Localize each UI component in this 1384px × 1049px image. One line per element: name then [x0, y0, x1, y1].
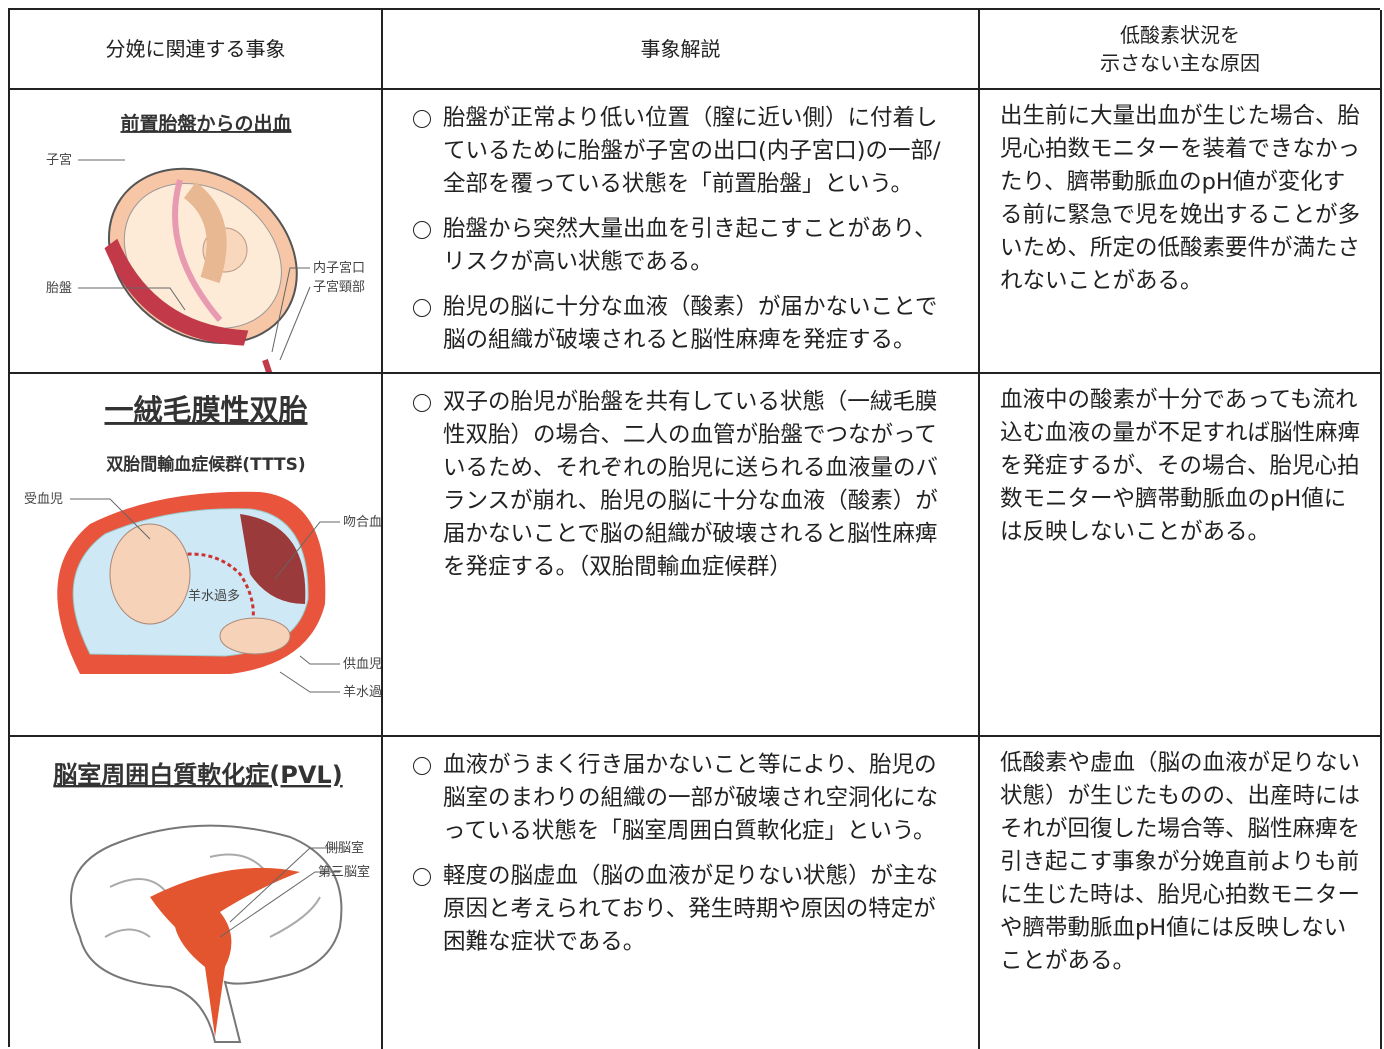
cause-cell: 出生前に大量出血が生じた場合、胎児心拍数モニターを装着できなかったり、臍帯動脈血… — [980, 90, 1382, 374]
bullet-marker — [413, 394, 431, 412]
cause-text: 出生前に大量出血が生じた場合、胎児心拍数モニターを装着できなかったり、臍帯動脈血… — [1000, 103, 1361, 294]
label: 内子宮口 — [313, 260, 365, 276]
bullet-text: 胎盤から突然大量出血を引き起こすことがあり、リスクが高い状態である。 — [443, 216, 937, 275]
table: 分娩に関連する事象 事象解説 低酸素状況を 示さない主な原因 前置胎盤からの出血 … — [8, 8, 1382, 1049]
bullet-text: 胎盤が正常より低い位置（膣に近い側）に付着しているために胎盤が子宮の出口(内子宮… — [443, 105, 941, 197]
label: 吻合血管 — [343, 515, 383, 530]
header-text: 低酸素状況を — [1120, 23, 1240, 47]
label: 子宮 — [46, 152, 72, 168]
illustration-subtitle: 双胎間輸血症候群(TTTS) — [106, 454, 305, 475]
explanation-cell: 血液がうまく行き届かないこと等により、胎児の脳室のまわりの組織の一部が破壊され空… — [383, 737, 980, 1049]
header-cell: 低酸素状況を 示さない主な原因 — [980, 10, 1382, 90]
bullet-text: 軽度の脳虚血（脳の血液が足りない状態）が主な原因と考えられており、発生時期や原因… — [443, 863, 939, 955]
header-text: 示さない主な原因 — [1100, 51, 1260, 75]
label: 胎盤 — [46, 281, 72, 296]
bullet: 胎盤から突然大量出血を引き起こすことがあり、リスクが高い状態である。 — [383, 213, 978, 279]
illustration-cell: 脳室周囲白質軟化症(PVL) 側脳室 第三脳室 — [10, 737, 383, 1049]
illustration-title: 前置胎盤からの出血 — [120, 112, 291, 135]
illustration: 脳室周囲白質軟化症(PVL) 側脳室 第三脳室 — [53, 761, 370, 1043]
label: 子宮頸部 — [313, 279, 365, 295]
label: 供血児 — [343, 657, 382, 672]
label: 羊水過少 — [343, 684, 383, 700]
bullet-marker — [413, 221, 431, 239]
bullet: 胎児の脳に十分な血液（酸素）が届かないことで脳の組織が破壊されると脳性麻痺を発症… — [383, 291, 978, 357]
label: 羊水過多 — [188, 588, 240, 604]
bullet: 軽度の脳虚血（脳の血液が足りない状態）が主な原因と考えられており、発生時期や原因… — [383, 860, 978, 959]
cause-text: 血液中の酸素が十分であっても流れ込む血液の量が不足すれば脳性麻痺を発症するが、そ… — [1000, 387, 1361, 545]
bullet-marker — [413, 757, 431, 775]
header-cell: 分娩に関連する事象 — [10, 10, 383, 90]
header-text: 分娩に関連する事象 — [105, 37, 286, 61]
bullet-marker — [413, 110, 431, 128]
label: 受血児 — [24, 492, 63, 507]
explanation-cell: 双子の胎児が胎盤を共有している状態（一絨毛膜性双胎）の場合、二人の血管が胎盤でつ… — [383, 374, 980, 737]
illustration: 一絨毛膜性双胎 双胎間輸血症候群(TTTS) 受血児 吻合血管 羊水過多 供血児… — [24, 393, 383, 700]
bullet-marker — [413, 868, 431, 886]
header-cell: 事象解説 — [383, 10, 980, 90]
label: 第三脳室 — [318, 864, 370, 880]
label: 側脳室 — [325, 840, 364, 856]
bullet: 血液がうまく行き届かないこと等により、胎児の脳室のまわりの組織の一部が破壊され空… — [383, 749, 978, 848]
bullet-text: 双子の胎児が胎盤を共有している状態（一絨毛膜性双胎）の場合、二人の血管が胎盤でつ… — [443, 389, 939, 580]
bullet-text: 胎児の脳に十分な血液（酸素）が届かないことで脳の組織が破壊されると脳性麻痺を発症… — [443, 294, 938, 353]
illustration-title: 一絨毛膜性双胎 — [104, 393, 307, 427]
cause-cell: 低酸素や虚血（脳の血液が足りない状態）が生じたものの、出産時にはそれが回復した場… — [980, 737, 1382, 1049]
illustration-cell: 一絨毛膜性双胎 双胎間輸血症候群(TTTS) 受血児 吻合血管 羊水過多 供血児… — [10, 374, 383, 737]
header-text: 事象解説 — [640, 37, 721, 61]
bullet: 胎盤が正常より低い位置（膣に近い側）に付着しているために胎盤が子宮の出口(内子宮… — [383, 102, 978, 201]
cause-cell: 血液中の酸素が十分であっても流れ込む血液の量が不足すれば脳性麻痺を発症するが、そ… — [980, 374, 1382, 737]
illustration-cell: 前置胎盤からの出血 子宮 胎盤 内子宮口 子宮頸部 — [10, 90, 383, 374]
explanation-cell: 胎盤が正常より低い位置（膣に近い側）に付着しているために胎盤が子宮の出口(内子宮… — [383, 90, 980, 374]
cause-text: 低酸素や虚血（脳の血液が足りない状態）が生じたものの、出産時にはそれが回復した場… — [1000, 750, 1361, 974]
illustration-title: 脳室周囲白質軟化症(PVL) — [53, 761, 342, 789]
bullet-marker — [413, 299, 431, 317]
bullet: 双子の胎児が胎盤を共有している状態（一絨毛膜性双胎）の場合、二人の血管が胎盤でつ… — [383, 386, 978, 584]
bullet-text: 血液がうまく行き届かないこと等により、胎児の脳室のまわりの組織の一部が破壊され空… — [443, 752, 939, 844]
illustration: 前置胎盤からの出血 子宮 胎盤 内子宮口 子宮頸部 — [46, 112, 365, 372]
